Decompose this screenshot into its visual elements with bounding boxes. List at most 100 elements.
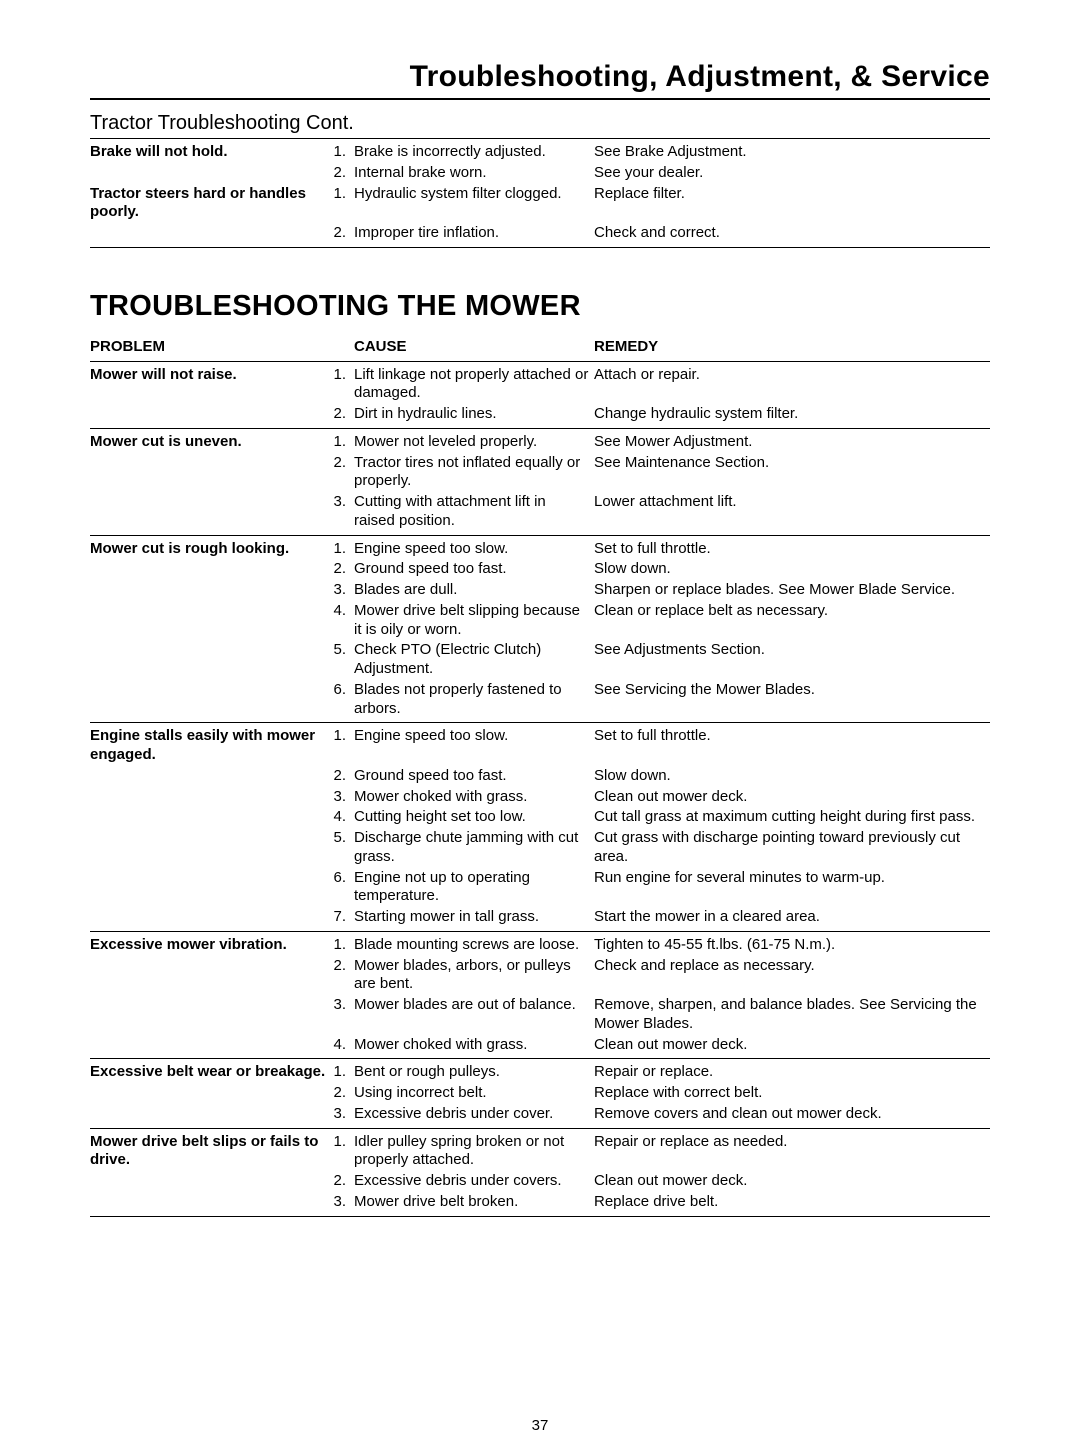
num-cell: 2. [330,453,354,493]
col-header-num [330,337,354,358]
problem-cell [90,680,330,720]
problem-cell [90,1035,330,1056]
problem-cell [90,868,330,908]
table-row: 4.Mower drive belt slipping because it i… [90,601,990,641]
mower-group: Mower will not raise.1.Lift linkage not … [90,365,990,429]
table-row: Mower cut is rough looking.1.Engine spee… [90,539,990,560]
cause-cell: Cutting height set too low. [354,807,594,828]
mower-group: Engine stalls easily with mower engaged.… [90,726,990,932]
table-row: 2.Excessive debris under covers.Clean ou… [90,1171,990,1192]
remedy-cell: Cut grass with discharge pointing toward… [594,828,990,868]
problem-cell [90,1171,330,1192]
remedy-cell: Cut tall grass at maximum cutting height… [594,807,990,828]
num-cell: 5. [330,640,354,680]
problem-cell [90,787,330,808]
cause-cell: Excessive debris under cover. [354,1104,594,1125]
cause-cell: Brake is incorrectly adjusted. [354,142,594,163]
remedy-cell: Set to full throttle. [594,539,990,560]
num-cell: 7. [330,907,354,928]
num-cell: 6. [330,868,354,908]
cause-cell: Dirt in hydraulic lines. [354,404,594,425]
num-cell: 1. [330,935,354,956]
cause-cell: Hydraulic system filter clogged. [354,184,594,224]
cause-cell: Mower drive belt broken. [354,1192,594,1213]
num-cell: 1. [330,142,354,163]
remedy-cell: Remove, sharpen, and balance blades. See… [594,995,990,1035]
remedy-cell: Clean or replace belt as necessary. [594,601,990,641]
tractor-table: Brake will not hold.1.Brake is incorrect… [90,142,990,244]
remedy-cell: Replace with correct belt. [594,1083,990,1104]
problem-cell [90,580,330,601]
num-cell: 4. [330,807,354,828]
num-cell: 1. [330,1132,354,1172]
remedy-cell: See Maintenance Section. [594,453,990,493]
table-row: 3.Mower drive belt broken.Replace drive … [90,1192,990,1213]
table-row: Brake will not hold.1.Brake is incorrect… [90,142,990,163]
problem-cell: Mower drive belt slips or fails to drive… [90,1132,330,1172]
num-cell: 3. [330,580,354,601]
num-cell: 4. [330,1035,354,1056]
remedy-cell: Repair or replace as needed. [594,1132,990,1172]
num-cell: 1. [330,365,354,405]
mower-table: Mower drive belt slips or fails to drive… [90,1132,990,1213]
table-row: 3.Cutting with attachment lift in raised… [90,492,990,532]
cause-cell: Blades not properly fastened to arbors. [354,680,594,720]
num-cell: 1. [330,726,354,766]
table-row: 3.Mower blades are out of balance.Remove… [90,995,990,1035]
num-cell: 5. [330,828,354,868]
problem-cell: Brake will not hold. [90,142,330,163]
mower-sections: Mower will not raise.1.Lift linkage not … [90,365,990,1217]
remedy-cell: Run engine for several minutes to warm-u… [594,868,990,908]
remedy-cell: Attach or repair. [594,365,990,405]
remedy-cell: Check and replace as necessary. [594,956,990,996]
remedy-cell: Slow down. [594,559,990,580]
table-row: 2.Tractor tires not inflated equally or … [90,453,990,493]
problem-cell [90,766,330,787]
cause-cell: Excessive debris under covers. [354,1171,594,1192]
num-cell: 1. [330,539,354,560]
mower-group: Excessive belt wear or breakage.1.Bent o… [90,1062,990,1128]
cause-cell: Engine not up to operating temperature. [354,868,594,908]
remedy-cell: See your dealer. [594,163,990,184]
cause-cell: Cutting with attachment lift in raised p… [354,492,594,532]
problem-cell: Tractor steers hard or handles poorly. [90,184,330,224]
num-cell: 1. [330,184,354,224]
table-row: 2.Dirt in hydraulic lines.Change hydraul… [90,404,990,425]
cause-cell: Tractor tires not inflated equally or pr… [354,453,594,493]
table-row: 3.Excessive debris under cover.Remove co… [90,1104,990,1125]
num-cell: 2. [330,1171,354,1192]
mower-table: Engine stalls easily with mower engaged.… [90,726,990,928]
cause-cell: Starting mower in tall grass. [354,907,594,928]
num-cell: 3. [330,787,354,808]
problem-cell [90,404,330,425]
table-row: 5.Discharge chute jamming with cut grass… [90,828,990,868]
problem-cell [90,453,330,493]
cause-cell: Engine speed too slow. [354,726,594,766]
num-cell: 6. [330,680,354,720]
cause-cell: Mower blades, arbors, or pulleys are ben… [354,956,594,996]
cause-cell: Mower blades are out of balance. [354,995,594,1035]
num-cell: 3. [330,1192,354,1213]
page-number: 37 [90,1417,990,1434]
table-row: Mower cut is uneven.1.Mower not leveled … [90,432,990,453]
num-cell: 1. [330,432,354,453]
problem-cell: Mower cut is rough looking. [90,539,330,560]
remedy-cell: Replace filter. [594,184,990,224]
num-cell: 2. [330,404,354,425]
mower-header-row: PROBLEM CAUSE REMEDY [90,337,990,362]
problem-cell: Mower cut is uneven. [90,432,330,453]
problem-cell [90,559,330,580]
problem-cell [90,995,330,1035]
mower-group: Mower drive belt slips or fails to drive… [90,1132,990,1217]
table-row: 6.Engine not up to operating temperature… [90,868,990,908]
remedy-cell: Slow down. [594,766,990,787]
cause-cell: Mower not leveled properly. [354,432,594,453]
tractor-subhead: Tractor Troubleshooting Cont. [90,112,990,139]
problem-cell [90,1083,330,1104]
problem-cell [90,1192,330,1213]
cause-cell: Ground speed too fast. [354,766,594,787]
col-header-problem: PROBLEM [90,337,330,358]
table-row: 2.Internal brake worn.See your dealer. [90,163,990,184]
problem-cell [90,956,330,996]
cause-cell: Engine speed too slow. [354,539,594,560]
